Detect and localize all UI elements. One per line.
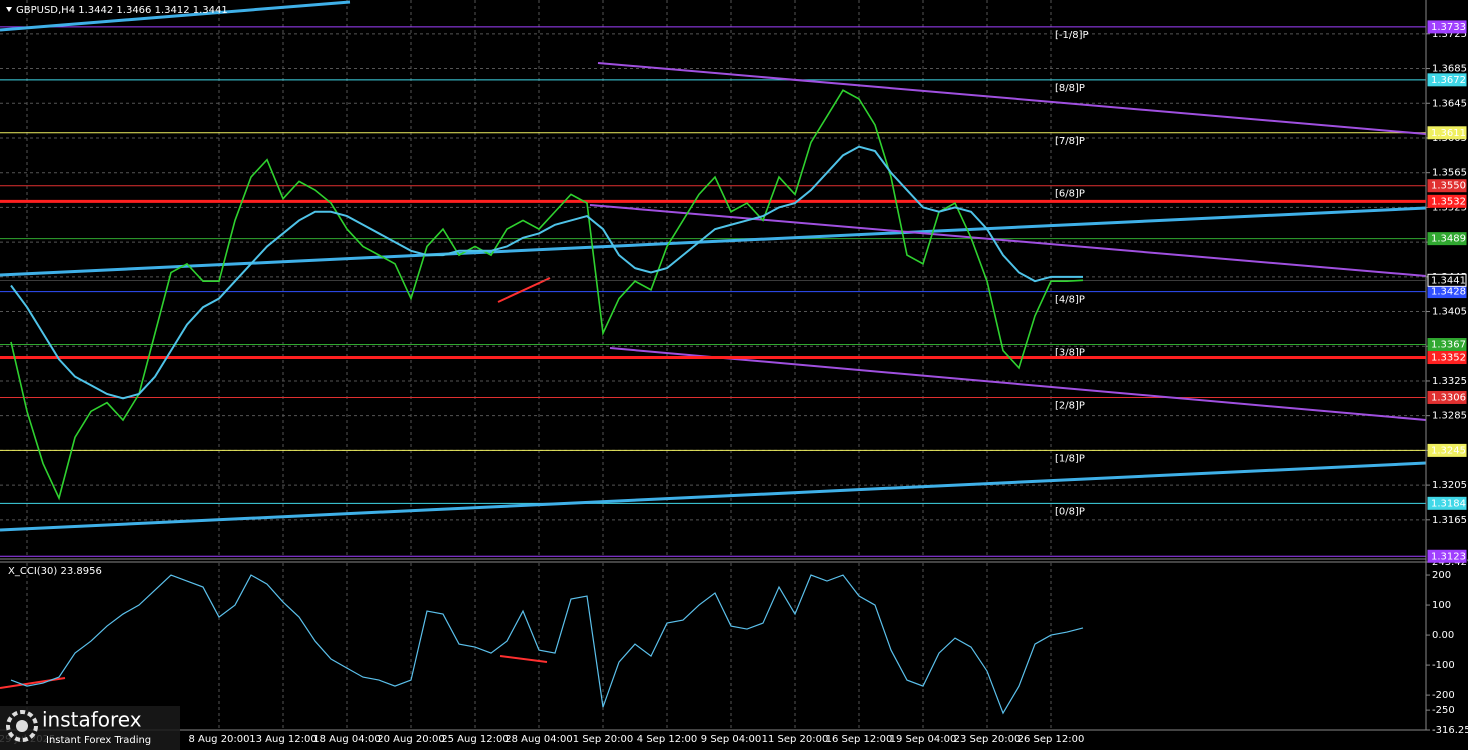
menu-arrow xyxy=(6,7,12,12)
logo-name: instaforex xyxy=(42,708,142,732)
price-box xyxy=(1427,126,1467,140)
murray-label: [7/8]P xyxy=(1055,136,1085,147)
price-box-label: 1.3367 xyxy=(1431,340,1466,351)
y-tick-label: 1.3405 xyxy=(1432,307,1467,318)
x-tick-label: 11 Sep 20:00 xyxy=(762,734,829,745)
y-tick-label: 1.3685 xyxy=(1432,64,1467,75)
series-line xyxy=(10,89,1084,501)
price-box-label: 1.3672 xyxy=(1431,75,1466,86)
divergence-line xyxy=(497,277,551,303)
x-tick-label: 16 Sep 12:00 xyxy=(826,734,893,745)
price-box-label: 1.3306 xyxy=(1431,392,1466,403)
trend-line xyxy=(0,206,1427,277)
y-tick-label: 200 xyxy=(1432,570,1451,581)
murray-label: [3/8]P xyxy=(1055,348,1085,359)
y-tick-label: -100 xyxy=(1432,660,1455,671)
price-box-label: 1.3428 xyxy=(1431,287,1466,298)
price-box xyxy=(1427,232,1467,246)
price-box-label: 1.3550 xyxy=(1431,181,1466,192)
price-box xyxy=(1427,390,1467,404)
x-tick-label: 20 Aug 20:00 xyxy=(377,734,444,745)
chart-title: GBPUSD,H4 1.3442 1.3466 1.3412 1.3441 xyxy=(16,5,228,16)
murray-label: [1/8]P xyxy=(1055,453,1085,464)
y-tick-label: -200 xyxy=(1432,690,1455,701)
x-tick-label: 25 Aug 12:00 xyxy=(441,734,508,745)
x-tick-label: 8 Aug 20:00 xyxy=(188,734,249,745)
murray-label: [0/8]P xyxy=(1055,506,1085,517)
y-tick-label: -316.257 xyxy=(1432,725,1468,736)
y-tick-label: 1.3205 xyxy=(1432,480,1467,491)
logo-hub xyxy=(16,720,28,732)
price-box xyxy=(1427,179,1467,193)
price-box-label: 1.3489 xyxy=(1431,234,1466,245)
price-box xyxy=(1427,549,1467,563)
y-tick-label: 1.3165 xyxy=(1432,515,1467,526)
price-box xyxy=(1427,73,1467,87)
y-tick-label: 1.3725 xyxy=(1432,29,1467,40)
price-box xyxy=(1427,351,1467,365)
y-tick-label: 1.3285 xyxy=(1432,411,1467,422)
price-box xyxy=(1427,443,1467,457)
series-line xyxy=(10,574,1084,715)
price-box-label: 1.3123 xyxy=(1431,551,1466,562)
trend-lines xyxy=(0,0,1427,689)
x-tick-label: 1 Sep 20:00 xyxy=(573,734,633,745)
channel-line xyxy=(609,347,1427,421)
price-box xyxy=(1427,496,1467,510)
x-tick-label: 28 Aug 04:00 xyxy=(505,734,572,745)
murray-label: [2/8]P xyxy=(1055,400,1085,411)
price-box xyxy=(1427,194,1467,208)
y-tick-label: -250 xyxy=(1432,705,1455,716)
price-box xyxy=(1427,20,1467,34)
y-tick-label: 1.3645 xyxy=(1432,98,1467,109)
price-box-label: 1.3441 xyxy=(1431,275,1466,286)
price-box-label: 1.3184 xyxy=(1431,498,1466,509)
y-tick-label: 1.3565 xyxy=(1432,168,1467,179)
price-box-label: 1.3352 xyxy=(1431,353,1466,364)
divergence-line xyxy=(0,677,66,689)
murray-label: [-1/8]P xyxy=(1055,30,1089,41)
y-tick-label: 1.3325 xyxy=(1432,376,1467,387)
channel-line xyxy=(589,204,1427,277)
x-tick-label: 19 Sep 04:00 xyxy=(890,734,957,745)
price-box-label: 1.3611 xyxy=(1431,128,1466,139)
x-tick-label: 9 Sep 04:00 xyxy=(701,734,761,745)
price-box xyxy=(1427,338,1467,352)
trend-line xyxy=(0,0,351,32)
price-box-label: 1.3245 xyxy=(1431,445,1466,456)
price-box-label: 1.3532 xyxy=(1431,196,1466,207)
price-box xyxy=(1427,273,1467,287)
divergence-line xyxy=(499,655,548,663)
x-tick-label: 4 Sep 12:00 xyxy=(637,734,697,745)
x-tick-label: 18 Aug 04:00 xyxy=(313,734,380,745)
logo-gear xyxy=(6,710,38,742)
y-tick-label: 100 xyxy=(1432,600,1451,611)
x-tick-label: 26 Sep 12:00 xyxy=(1018,734,1085,745)
price-box-label: 1.3733 xyxy=(1431,22,1466,33)
x-tick-label: 23 Sep 20:00 xyxy=(954,734,1021,745)
indicator-title: X_CCI(30) 23.8956 xyxy=(8,566,102,577)
series-line xyxy=(10,145,1083,400)
murray-label: [8/8]P xyxy=(1055,83,1085,94)
logo-tagline: Instant Forex Trading xyxy=(46,735,151,746)
channel-line xyxy=(597,62,1427,135)
murray-label: [4/8]P xyxy=(1055,295,1085,306)
y-tick-label: 1.3525 xyxy=(1432,202,1467,213)
murray-label: [6/8]P xyxy=(1055,189,1085,200)
trend-line xyxy=(0,461,1427,532)
y-tick-label: 0.00 xyxy=(1432,630,1454,641)
x-tick-label: 13 Aug 12:00 xyxy=(249,734,316,745)
logo: instaforex Instant Forex Trading xyxy=(0,706,180,750)
